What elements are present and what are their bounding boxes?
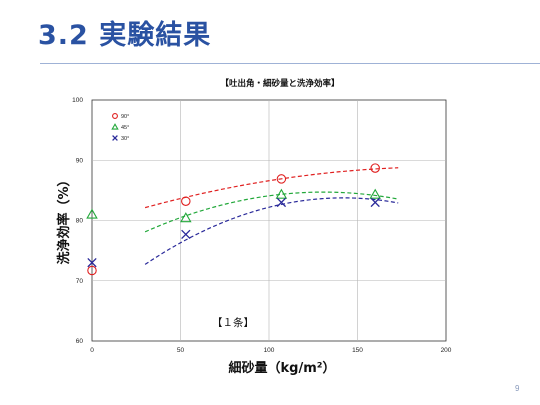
data-point [87, 265, 97, 276]
x-axis-label: 細砂量（kg/m²） [229, 360, 336, 376]
legend-marker [112, 113, 118, 119]
y-tick-label: 90 [76, 157, 84, 164]
trend-line [144, 197, 399, 265]
data-point [276, 174, 287, 184]
legend-label: 30° [121, 136, 129, 142]
data-point [181, 196, 191, 206]
slide-title: 3.2 実験結果 [38, 20, 212, 51]
legend-label: 45° [121, 125, 129, 131]
y-axis-label: 洗浄効率（%） [56, 173, 72, 264]
legend-marker [112, 135, 118, 141]
chart-title: 【吐出角・細砂量と洗浄効率】 [220, 78, 339, 89]
data-point [86, 208, 98, 219]
marker-stroke [181, 229, 191, 240]
data-point [369, 188, 381, 199]
marker-stroke [370, 197, 380, 208]
data-point [87, 258, 97, 268]
data-point [275, 188, 288, 199]
page-number: 9 [515, 384, 520, 393]
y-tick-label: 70 [76, 278, 84, 285]
trend-line [144, 167, 399, 209]
y-tick-label: 100 [72, 97, 83, 104]
x-tick-label: 200 [441, 347, 452, 354]
data-point [181, 229, 191, 240]
data-point [370, 163, 380, 173]
y-tick-label: 60 [76, 338, 84, 345]
x-tick-label: 150 [352, 347, 363, 354]
marker-stroke [112, 135, 118, 141]
marker-stroke [276, 197, 287, 208]
title-divider [40, 63, 540, 64]
y-tick-label: 80 [76, 218, 84, 225]
chart-annotation: 【１条】 [212, 316, 254, 329]
trend-line [144, 191, 399, 233]
x-tick-label: 100 [264, 347, 275, 354]
legend-label: 90° [121, 114, 129, 120]
data-point [370, 197, 380, 208]
legend-marker [111, 123, 119, 130]
marker-stroke [87, 258, 97, 268]
data-point [180, 212, 192, 223]
x-tick-label: 50 [177, 347, 185, 354]
data-point [276, 197, 287, 208]
x-tick-label: 0 [90, 347, 94, 354]
